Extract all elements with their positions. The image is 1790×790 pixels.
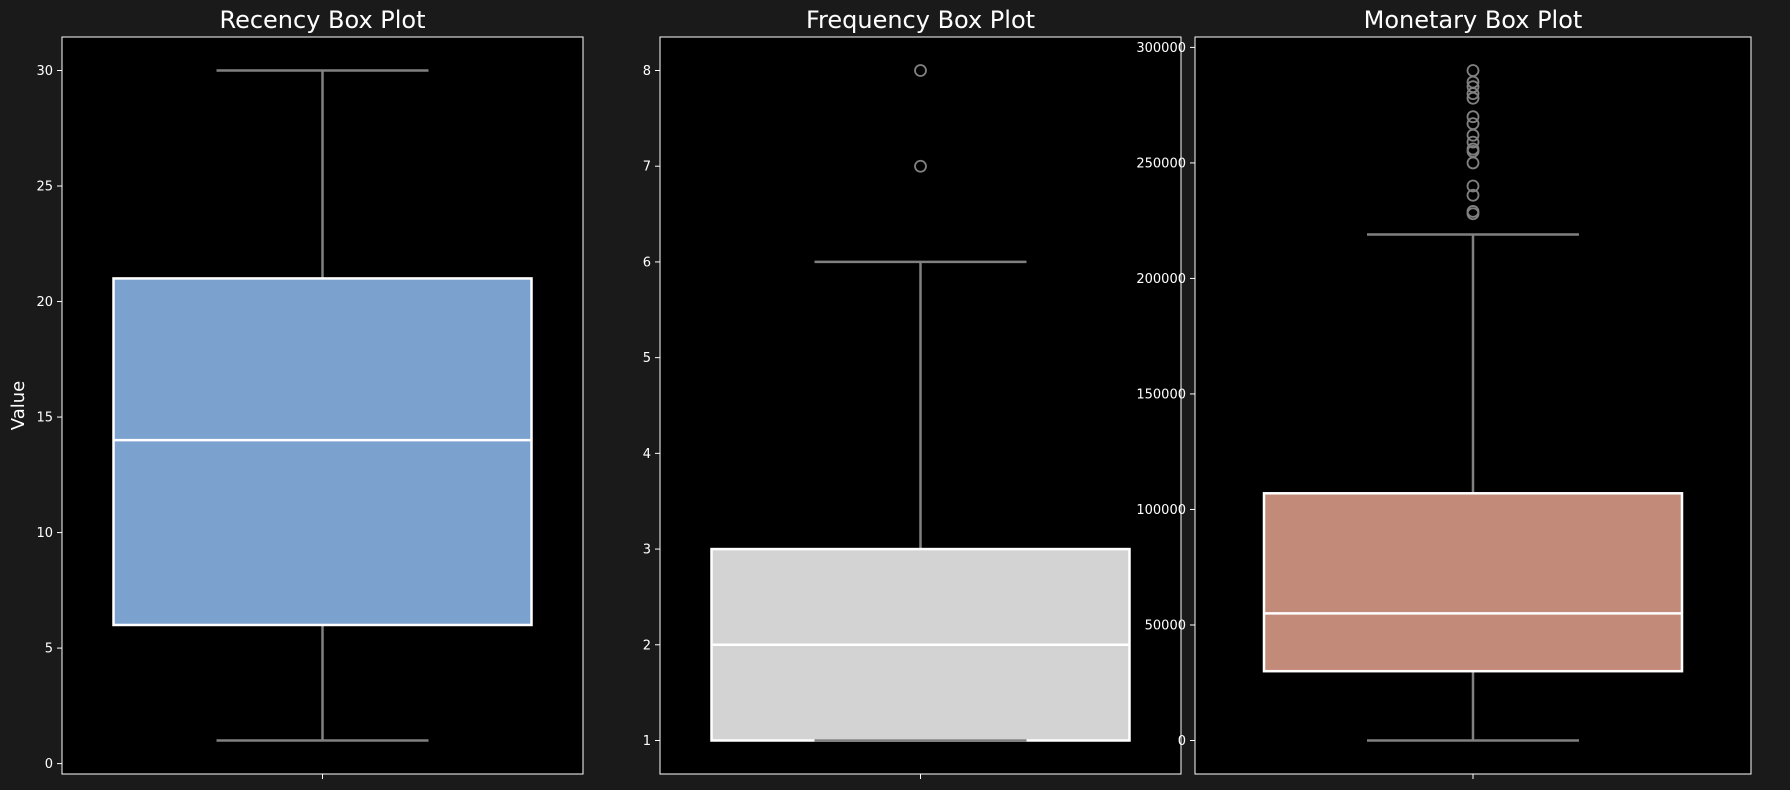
y-tick-label-frequency: 4 — [643, 447, 651, 462]
y-tick-label-recency: 20 — [36, 295, 53, 310]
outlier-point-monetary — [1466, 179, 1480, 193]
y-tick-label-frequency: 7 — [643, 160, 651, 175]
y-tick-label-frequency: 1 — [643, 734, 651, 749]
y-tick-label-recency: 10 — [36, 526, 53, 541]
chart-title-frequency: Frequency Box Plot — [806, 6, 1035, 34]
panel-monetary: Monetary Box Plot 0 50000 100000 150000 2000… — [1136, 6, 1752, 779]
panel-frequency: Frequency Box Plot 1 2 3 4 5 6 7 8 — [643, 6, 1182, 779]
y-tick-label-recency: 0 — [45, 757, 53, 772]
outlier-point-monetary — [1466, 205, 1480, 218]
outlier-point-monetary — [1466, 64, 1480, 77]
y-tick-label-monetary: 200000 — [1136, 272, 1186, 287]
y-tick-label-monetary: 250000 — [1136, 156, 1186, 171]
y-tick-label-monetary: 150000 — [1136, 387, 1186, 402]
panel-recency: Recency Box Plot Value 0 5 10 15 20 25 30 — [8, 6, 584, 779]
y-axis-label-recency: Value — [8, 381, 29, 430]
y-tick-label-recency: 5 — [45, 642, 53, 657]
y-tick-label-frequency: 5 — [643, 351, 651, 366]
y-tick-label-monetary: 50000 — [1145, 618, 1186, 633]
y-tick-label-frequency: 8 — [643, 64, 651, 79]
outlier-point-monetary — [1466, 110, 1480, 124]
chart-title-recency: Recency Box Plot — [219, 6, 425, 34]
outlier-point-frequency — [914, 64, 927, 77]
y-tick-label-recency: 30 — [36, 64, 53, 79]
outlier-point-monetary — [1466, 188, 1480, 202]
box-monetary — [1262, 492, 1684, 673]
y-tick-label-monetary: 0 — [1178, 734, 1186, 749]
y-tick-label-monetary: 300000 — [1136, 41, 1186, 56]
y-tick-label-frequency: 3 — [643, 543, 651, 558]
y-tick-label-frequency: 6 — [643, 255, 651, 270]
marks-frequency: 1 2 3 4 5 6 7 8 — [643, 64, 1131, 779]
outlier-point-monetary — [1466, 117, 1480, 131]
y-tick-label-recency: 15 — [36, 411, 53, 426]
box-recency — [112, 277, 533, 627]
outlier-point-frequency — [914, 159, 927, 173]
chart-title-monetary: Monetary Box Plot — [1364, 6, 1583, 34]
y-tick-label-monetary: 100000 — [1136, 503, 1186, 518]
outlier-point-monetary — [1466, 135, 1480, 149]
marks-monetary: 0 50000 100000 150000 200000 250000 300000 — [1136, 41, 1684, 779]
y-tick-label-recency: 25 — [36, 180, 53, 195]
outlier-point-monetary — [1466, 80, 1480, 94]
outlier-point-monetary — [1466, 142, 1480, 156]
y-tick-label-frequency: 2 — [643, 638, 651, 653]
marks-recency: 0 5 10 15 20 25 30 — [36, 64, 533, 779]
